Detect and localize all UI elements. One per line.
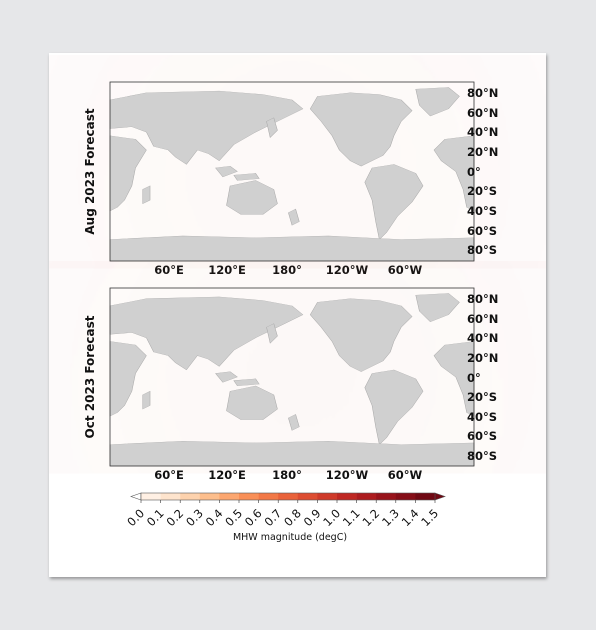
colorbar: 0.00.10.20.30.40.50.60.70.80.91.01.11.21… [124,492,446,543]
y-tick-label: 60°S [467,224,497,238]
colorbar-swatch [160,493,181,500]
colorbar-tick-label: 0.7 [261,506,284,529]
colorbar-swatch [141,493,161,500]
y-tick-label: 80°S [467,243,497,257]
figure-card: Aug 2023 Forecast 60°E 120°E 180° 120°W … [49,53,546,577]
panel-aug-x-ticks: 60°E 120°E 180° 120°W 60°W [154,263,422,277]
colorbar-swatches [130,492,446,501]
x-tick-label: 60°E [154,263,184,277]
colorbar-swatch [239,493,259,500]
y-tick-label: 0° [467,371,481,385]
panel-aug-y-ticks: 80°N 60°N 40°N 20°N 0° 20°S 40°S 60°S 80… [467,86,498,257]
panel-oct-y-ticks: 80°N 60°N 40°N 20°N 0° 20°S 40°S 60°S 80… [467,292,498,463]
y-tick-label: 40°N [467,125,498,139]
y-tick-label: 60°N [467,312,498,326]
colorbar-tick-label: 1.2 [359,506,382,529]
colorbar-swatch [297,493,318,500]
y-tick-label: 20°S [467,184,497,198]
colorbar-swatch [415,493,436,500]
panel-oct-x-ticks: 60°E 120°E 180° 120°W 60°W [154,468,422,482]
x-tick-label: 180° [272,468,302,482]
figure-svg: Aug 2023 Forecast 60°E 120°E 180° 120°W … [49,53,546,577]
colorbar-swatch [317,493,338,500]
panel-oct: Oct 2023 Forecast 60°E 120°E 180° 120°W … [83,288,498,482]
y-tick-label: 80°S [467,449,497,463]
y-tick-label: 20°N [467,145,498,159]
panel-oct-title: Oct 2023 Forecast [83,315,97,438]
y-tick-label: 20°S [467,390,497,404]
x-tick-label: 120°W [326,468,369,482]
y-tick-label: 20°N [467,351,498,365]
y-tick-label: 80°N [467,292,498,306]
colorbar-swatch [258,493,279,500]
colorbar-tick-label: 0.2 [163,506,186,529]
colorbar-tick-label: 0.0 [124,506,147,529]
colorbar-tick-label: 0.9 [301,506,324,529]
colorbar-swatch [395,493,416,500]
colorbar-tick-label: 0.8 [281,506,304,529]
colorbar-swatch [376,493,397,500]
colorbar-tick-label: 0.1 [144,506,167,529]
colorbar-outline [140,492,436,501]
colorbar-swatch [337,493,357,500]
x-tick-label: 120°E [208,468,246,482]
panel-aug-title: Aug 2023 Forecast [83,108,97,235]
x-tick-label: 180° [272,263,302,277]
map-oct [103,288,474,466]
y-tick-label: 80°N [467,86,498,100]
x-tick-label: 60°W [388,468,423,482]
y-tick-label: 0° [467,165,481,179]
colorbar-tick-label: 0.5 [222,506,245,529]
colorbar-tick-label: 0.4 [203,506,226,529]
y-tick-label: 40°S [467,410,497,424]
colorbar-swatch [356,493,377,500]
colorbar-swatch [219,493,240,500]
colorbar-tick-label: 1.3 [379,506,402,529]
colorbar-extend-min [130,492,142,501]
colorbar-tick-label: 0.3 [183,506,206,529]
map-aug [103,82,478,261]
colorbar-tick-label: 1.5 [418,506,441,529]
y-tick-label: 60°N [467,106,498,120]
colorbar-swatch [278,493,299,500]
x-tick-label: 60°E [154,468,184,482]
x-tick-label: 120°W [326,263,369,277]
panel-aug: Aug 2023 Forecast 60°E 120°E 180° 120°W … [83,82,498,277]
colorbar-tick-label: 1.1 [340,506,363,529]
colorbar-label: MHW magnitude (degC) [233,532,347,543]
colorbar-extend-max [434,492,446,501]
y-tick-label: 40°S [467,204,497,218]
colorbar-swatch [199,493,220,500]
colorbar-tick-label: 1.4 [399,506,422,529]
y-tick-label: 60°S [467,429,497,443]
x-tick-label: 120°E [208,263,246,277]
colorbar-tick-label: 0.6 [242,506,265,529]
colorbar-ticks: 0.00.10.20.30.40.50.60.70.80.91.01.11.21… [124,500,441,529]
colorbar-tick-label: 1.0 [320,506,343,529]
y-tick-label: 40°N [467,331,498,345]
colorbar-swatch [180,493,201,500]
x-tick-label: 60°W [388,263,423,277]
